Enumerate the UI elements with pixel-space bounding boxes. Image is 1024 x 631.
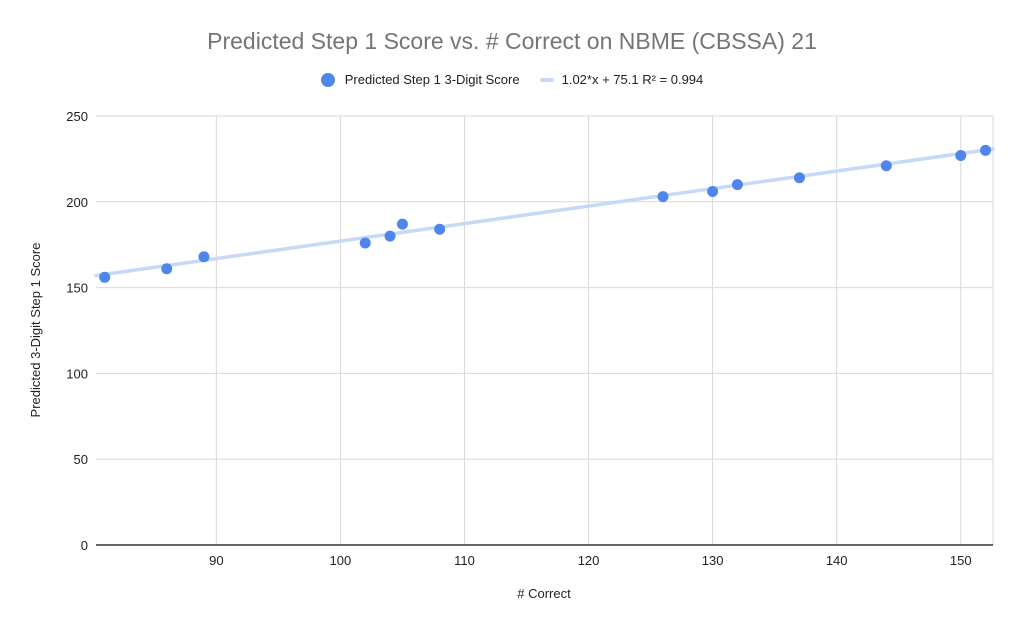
- x-tick-label: 100: [330, 553, 352, 568]
- x-tick-label: 140: [826, 553, 848, 568]
- data-point[interactable]: [657, 191, 669, 203]
- data-point[interactable]: [198, 251, 210, 263]
- y-axis-ticks: 0 50 100 150 200 250: [66, 109, 88, 553]
- x-tick-label: 150: [950, 553, 972, 568]
- line-marker-icon: [539, 77, 554, 82]
- x-axis-label: # Correct: [517, 586, 571, 601]
- gridlines: [96, 115, 994, 545]
- y-tick-label: 100: [66, 366, 88, 381]
- chart-title: Predicted Step 1 Score vs. # Correct on …: [207, 28, 817, 54]
- data-point[interactable]: [707, 186, 719, 198]
- legend-label-points: Predicted Step 1 3-Digit Score: [344, 72, 520, 87]
- y-axis-label: Predicted 3-Digit Step 1 Score: [28, 243, 43, 418]
- y-tick-label: 250: [66, 109, 88, 124]
- data-point[interactable]: [359, 237, 371, 249]
- data-point[interactable]: [731, 179, 743, 191]
- data-point[interactable]: [99, 271, 111, 283]
- data-point[interactable]: [793, 172, 805, 184]
- x-tick-label: 120: [578, 553, 600, 568]
- y-tick-label: 200: [66, 195, 88, 210]
- data-point[interactable]: [384, 230, 396, 242]
- x-tick-label: 110: [454, 553, 475, 568]
- data-point[interactable]: [955, 149, 967, 161]
- legend-item-points[interactable]: Predicted Step 1 3-Digit Score: [320, 72, 520, 87]
- legend-label-trendline: 1.02*x + 75.1 R² = 0.994: [561, 72, 704, 87]
- x-axis-ticks: 90 100 110 120 130 140 150: [209, 553, 971, 568]
- data-point[interactable]: [434, 223, 446, 235]
- data-point[interactable]: [980, 144, 992, 156]
- legend-item-trendline[interactable]: 1.02*x + 75.1 R² = 0.994: [539, 72, 704, 87]
- legend: Predicted Step 1 3-Digit Score 1.02*x + …: [0, 72, 1024, 87]
- data-points: [99, 144, 992, 283]
- data-point[interactable]: [880, 160, 892, 172]
- trendline: [94, 147, 995, 278]
- y-tick-label: 0: [81, 538, 88, 553]
- y-tick-label: 150: [66, 281, 88, 296]
- y-tick-label: 50: [74, 452, 88, 467]
- x-tick-label: 90: [209, 553, 223, 568]
- data-point[interactable]: [161, 263, 173, 275]
- data-point[interactable]: [396, 218, 408, 230]
- x-tick-label: 130: [702, 553, 724, 568]
- circle-marker-icon: [320, 72, 335, 87]
